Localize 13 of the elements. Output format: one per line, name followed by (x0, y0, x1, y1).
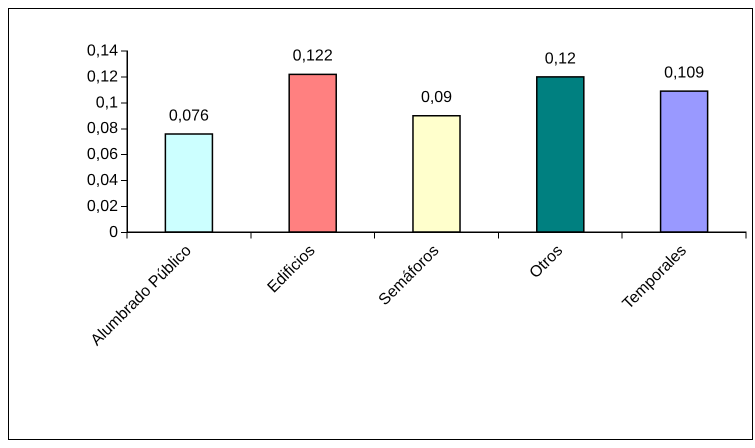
y-tick-label: 0,14 (86, 42, 118, 60)
y-tick-label: 0,06 (86, 146, 118, 164)
data-label: 0,09 (420, 89, 452, 106)
y-tick-label: 0,12 (86, 68, 118, 86)
y-tick-label: 0,1 (96, 94, 118, 112)
y-tick-label: 0,04 (86, 172, 118, 190)
y-tick-label: 0,08 (86, 120, 118, 138)
y-tick-label: 0 (109, 224, 118, 241)
data-label: 0,12 (544, 50, 576, 68)
y-tick-label: 0,02 (86, 198, 118, 215)
data-label: 0,122 (292, 48, 333, 65)
data-label: 0,076 (168, 107, 210, 124)
data-label: 0,109 (664, 64, 704, 82)
